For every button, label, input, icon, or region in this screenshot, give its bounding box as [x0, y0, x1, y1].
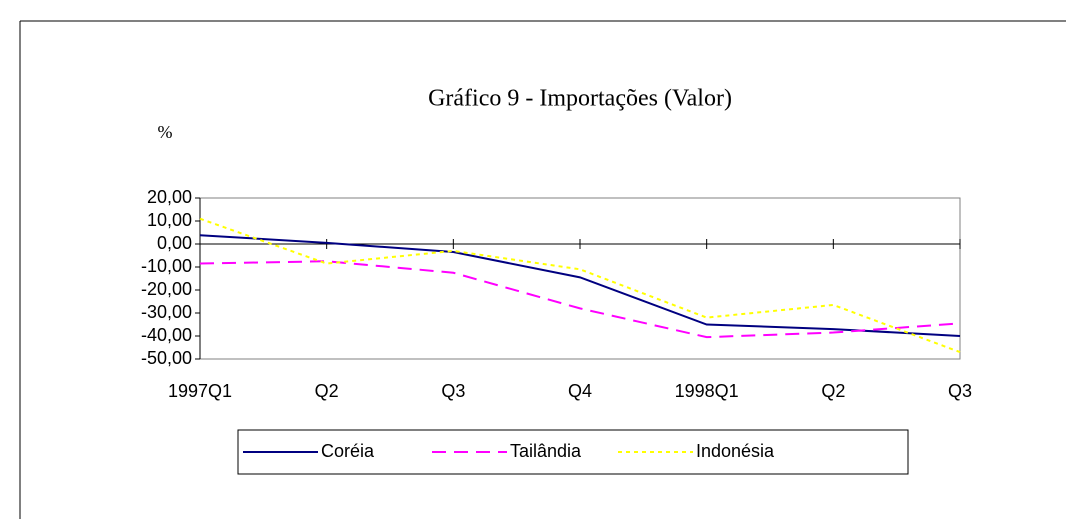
x-tick-label: Q2	[315, 381, 339, 401]
x-tick-label: Q3	[441, 381, 465, 401]
legend	[237, 429, 909, 475]
chart-title: Gráfico 9 - Importações (Valor)	[428, 86, 732, 112]
x-tick-label: 1998Q1	[675, 381, 739, 401]
legend-label: Tailândia	[510, 441, 582, 461]
x-tick-label: Q4	[568, 381, 592, 401]
x-tick-label: Q3	[948, 381, 972, 401]
y-tick-label: 20,00	[147, 187, 192, 207]
legend-label: Indonésia	[696, 441, 775, 461]
x-tick-label: Q2	[821, 381, 845, 401]
y-tick-label: -50,00	[141, 348, 192, 368]
x-tick-label: 1997Q1	[168, 381, 232, 401]
series-line	[199, 260, 961, 339]
y-tick-label: -40,00	[141, 325, 192, 345]
legend-label: Coréia	[321, 441, 375, 461]
series-line	[199, 234, 961, 337]
y-tick-label: -10,00	[141, 256, 192, 276]
y-tick-label: 10,00	[147, 210, 192, 230]
y-axis-label: %	[158, 122, 173, 142]
y-tick-label: -20,00	[141, 279, 192, 299]
y-tick-label: -30,00	[141, 302, 192, 322]
y-tick-label: 0,00	[157, 233, 192, 253]
